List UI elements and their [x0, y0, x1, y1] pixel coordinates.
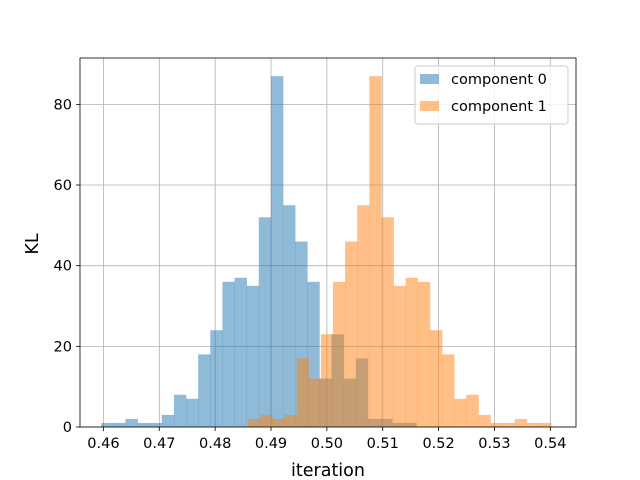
x-tick-label: 0.53: [478, 436, 510, 452]
histogram-bar-component-0: [198, 354, 211, 427]
y-tick-label: 80: [54, 97, 72, 113]
histogram-bar-component-1: [357, 205, 370, 427]
histogram-bar-component-1: [429, 330, 443, 427]
legend-swatch-component-0: [420, 74, 439, 84]
histogram-bar-component-1: [248, 418, 261, 427]
histogram-bar-component-1: [514, 418, 528, 427]
histogram-bar-component-0: [125, 418, 138, 427]
x-tick-label: 0.47: [143, 436, 175, 452]
histogram-bar-component-1: [260, 414, 273, 427]
histogram-bar-component-1: [502, 422, 516, 427]
histogram-bar-component-0: [222, 281, 235, 427]
histogram-bar-component-1: [466, 394, 479, 427]
histogram-bar-component-0: [186, 398, 199, 427]
histogram-bar-component-1: [284, 414, 297, 427]
histogram-bar-component-1: [490, 422, 503, 427]
x-tick-label: 0.49: [255, 436, 287, 452]
legend-swatch-component-1: [420, 101, 439, 111]
histogram-bar-component-1: [442, 354, 455, 427]
histogram-bars: [101, 76, 552, 428]
y-tick-label: 20: [54, 339, 72, 355]
histogram-bar-component-1: [539, 422, 552, 427]
legend-label-component-1: component 1: [451, 99, 547, 115]
histogram-bar-component-1: [526, 422, 540, 427]
legend-box: [414, 65, 569, 125]
histogram-bar-component-0: [173, 394, 187, 427]
histogram-bar-component-1: [478, 414, 491, 427]
histogram-bar-component-1: [320, 334, 334, 427]
plot-frame: [79, 57, 577, 428]
histogram-bar-component-0: [101, 422, 114, 427]
histogram-bar-component-0: [283, 205, 296, 427]
histogram-bar-component-0: [258, 217, 272, 427]
histogram-bar-component-1: [381, 217, 394, 427]
y-axis-label: KL: [23, 233, 43, 254]
y-tick-label: 0: [63, 420, 72, 436]
histogram-bar-component-1: [417, 281, 431, 427]
histogram-bar-component-0: [161, 414, 175, 427]
x-tick-label: 0.51: [367, 436, 399, 452]
histogram-bar-component-1: [272, 418, 285, 427]
histogram-bar-component-1: [405, 277, 419, 427]
axis-ticks: 0.46 0.47 0.48 0.49 0.50 0.51 0.52 0.53 0.54 0 20 4…: [54, 97, 567, 452]
histogram-bar-component-1: [308, 378, 322, 427]
x-tick-label: 0.48: [199, 436, 231, 452]
histogram-bar-component-1: [332, 281, 346, 427]
histogram-bar-component-0: [113, 422, 126, 427]
x-axis-label: iteration: [291, 461, 365, 480]
histogram-bar-component-1: [369, 76, 382, 428]
histogram-bar-component-0: [210, 330, 223, 427]
x-tick-label: 0.52: [422, 436, 454, 452]
y-tick-label: 40: [54, 259, 72, 275]
x-tick-label: 0.46: [87, 436, 119, 452]
histogram-bar-component-0: [246, 285, 260, 427]
histogram-bar-component-0: [270, 76, 284, 428]
histogram-bar-component-0: [234, 277, 247, 427]
histogram-bar-component-1: [345, 241, 358, 427]
legend: component 0 component 1: [414, 65, 569, 125]
y-tick-label: 60: [54, 178, 72, 194]
legend-label-component-0: component 0: [451, 72, 547, 88]
histogram-bar-component-1: [393, 285, 406, 427]
histogram-bar-component-1: [296, 358, 310, 427]
histogram-bar-component-1: [454, 398, 467, 427]
histogram-bar-component-0: [149, 422, 163, 427]
histogram-bar-component-0: [137, 422, 151, 427]
x-tick-label: 0.54: [534, 436, 566, 452]
x-tick-label: 0.50: [311, 436, 343, 452]
